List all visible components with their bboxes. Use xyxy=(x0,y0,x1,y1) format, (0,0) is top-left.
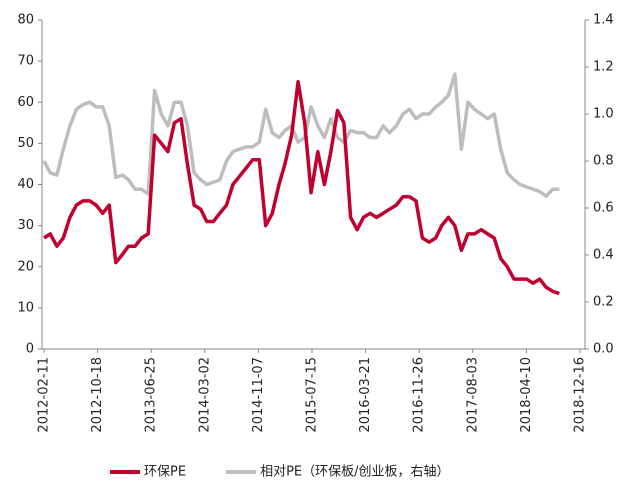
y-tick-label: 0 xyxy=(26,342,34,357)
y-tick-label: 40 xyxy=(17,177,34,192)
x-tick-label: 2014-11-07 xyxy=(251,357,266,433)
y-tick-label: 20 xyxy=(17,259,34,274)
x-tick-label: 2014-03-02 xyxy=(197,357,212,433)
x-tick-label: 2013-06-25 xyxy=(144,357,159,433)
x-tick-label: 2012-10-18 xyxy=(90,357,105,433)
x-tick-label: 2018-04-10 xyxy=(519,357,534,433)
x-tick-label: 2015-07-15 xyxy=(305,357,320,433)
legend-label: 相对PE（环保板/创业板，右轴） xyxy=(260,465,449,480)
y2-tick-label: 1.4 xyxy=(593,13,614,28)
x-tick-label: 2016-11-26 xyxy=(412,357,427,433)
y-tick-label: 70 xyxy=(17,54,34,69)
series-line xyxy=(42,72,560,198)
y-tick-label: 80 xyxy=(17,13,34,28)
y2-tick-label: 0.8 xyxy=(593,154,614,169)
y2-tick-label: 0.4 xyxy=(593,248,614,263)
y2-tick-label: 1.2 xyxy=(593,60,614,75)
x-tick-label: 2018-12-16 xyxy=(573,357,588,433)
x-tick-label: 2017-08-03 xyxy=(465,357,480,433)
series-line xyxy=(43,79,560,296)
legend-label: 环保PE xyxy=(144,465,186,480)
y-tick-label: 60 xyxy=(17,95,34,110)
y-tick-label: 30 xyxy=(17,218,34,233)
y2-tick-label: 0.6 xyxy=(593,201,614,216)
y2-tick-label: 0.0 xyxy=(593,342,614,357)
y2-tick-label: 1.0 xyxy=(593,107,614,122)
y2-tick-label: 0.2 xyxy=(593,295,614,310)
y-tick-label: 10 xyxy=(17,300,34,315)
y-tick-label: 50 xyxy=(17,136,34,151)
x-tick-label: 2012-02-11 xyxy=(37,357,52,433)
x-tick-label: 2016-03-21 xyxy=(358,357,373,433)
